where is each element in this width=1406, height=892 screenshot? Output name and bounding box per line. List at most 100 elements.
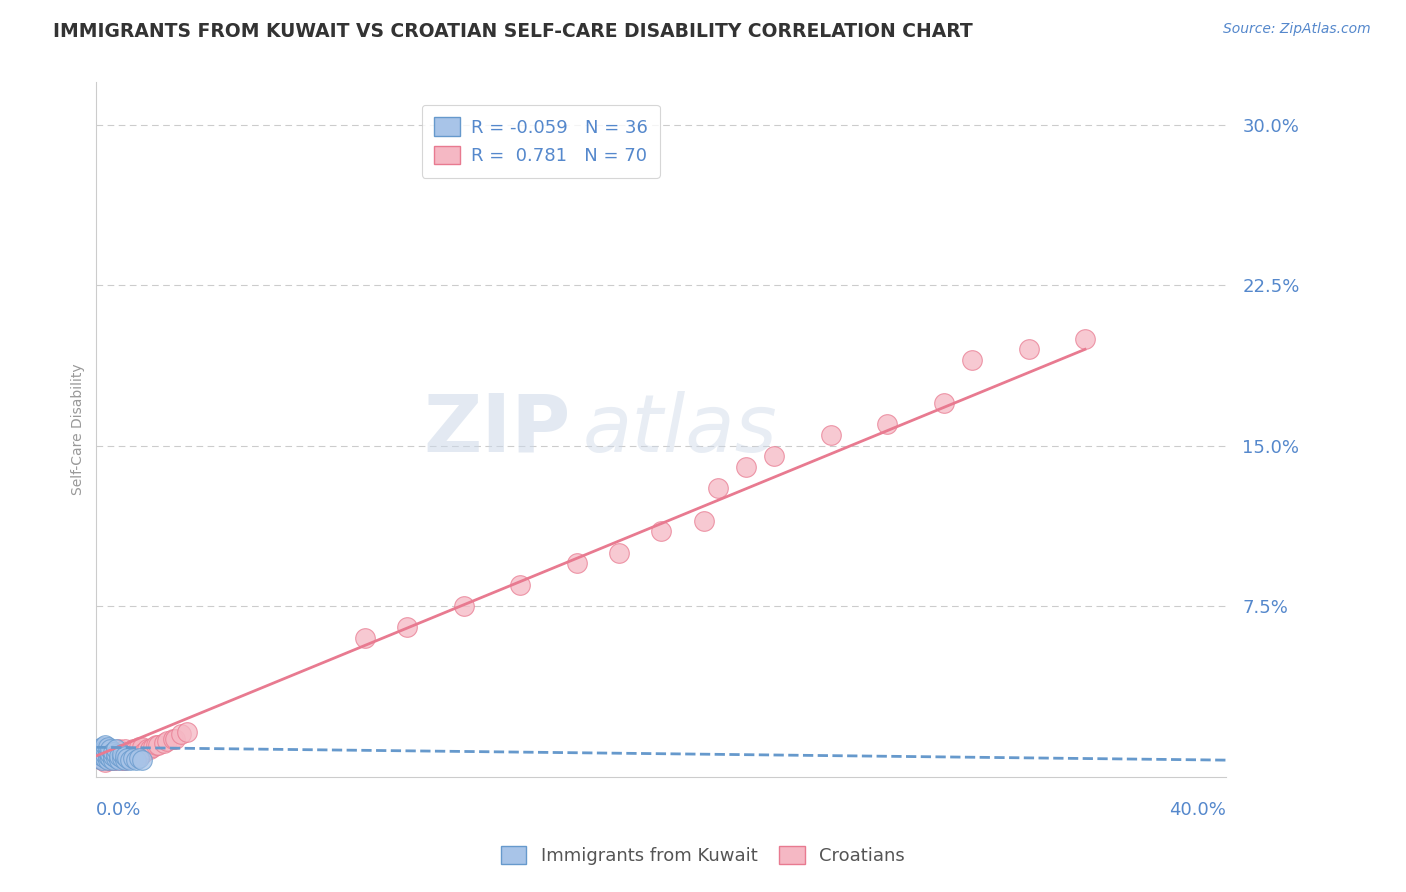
Point	[128, 740, 150, 755]
Point	[94, 742, 117, 756]
Point	[94, 738, 117, 752]
Point	[97, 748, 120, 763]
Point	[509, 577, 531, 591]
Point	[128, 748, 150, 763]
Point	[97, 753, 120, 767]
Point	[111, 748, 134, 763]
Point	[170, 727, 193, 741]
Point	[100, 753, 122, 767]
Point	[108, 747, 131, 761]
Point	[100, 751, 122, 765]
Point	[120, 745, 142, 759]
Point	[125, 748, 148, 763]
Point	[932, 396, 955, 410]
Point	[128, 751, 150, 765]
Point	[165, 731, 187, 746]
Point	[105, 751, 128, 765]
Point	[131, 740, 153, 755]
Point	[94, 747, 117, 761]
Point	[120, 751, 142, 765]
Point	[353, 631, 375, 645]
Point	[111, 753, 134, 767]
Point	[114, 748, 136, 763]
Text: ZIP: ZIP	[423, 391, 571, 468]
Point	[91, 745, 114, 759]
Point	[139, 742, 162, 756]
Point	[94, 751, 117, 765]
Point	[156, 734, 179, 748]
Text: Source: ZipAtlas.com: Source: ZipAtlas.com	[1223, 22, 1371, 37]
Point	[125, 742, 148, 756]
Point	[103, 745, 125, 759]
Point	[103, 748, 125, 763]
Point	[94, 747, 117, 761]
Point	[100, 742, 122, 756]
Point	[97, 748, 120, 763]
Point	[122, 751, 145, 765]
Point	[396, 620, 419, 634]
Point	[103, 753, 125, 767]
Point	[707, 482, 730, 496]
Point	[91, 745, 114, 759]
Point	[114, 747, 136, 761]
Point	[820, 428, 842, 442]
Point	[94, 756, 117, 770]
Text: 0.0%: 0.0%	[97, 802, 142, 820]
Point	[111, 745, 134, 759]
Point	[142, 740, 165, 755]
Point	[650, 524, 672, 539]
Point	[117, 751, 139, 765]
Point	[145, 738, 167, 752]
Text: atlas: atlas	[582, 391, 778, 468]
Point	[105, 745, 128, 759]
Point	[876, 417, 898, 432]
Point	[148, 738, 170, 752]
Point	[89, 742, 111, 756]
Point	[122, 742, 145, 756]
Legend: R = -0.059   N = 36, R =  0.781   N = 70: R = -0.059 N = 36, R = 0.781 N = 70	[422, 105, 659, 178]
Point	[960, 353, 983, 368]
Point	[89, 747, 111, 761]
Point	[91, 748, 114, 763]
Point	[763, 450, 786, 464]
Point	[97, 740, 120, 755]
Point	[565, 556, 588, 570]
Point	[108, 748, 131, 763]
Point	[735, 460, 758, 475]
Point	[91, 748, 114, 763]
Point	[105, 753, 128, 767]
Point	[91, 753, 114, 767]
Point	[108, 742, 131, 756]
Point	[117, 751, 139, 765]
Point	[114, 742, 136, 756]
Point	[117, 745, 139, 759]
Point	[607, 546, 630, 560]
Point	[1018, 343, 1040, 357]
Point	[153, 736, 176, 750]
Y-axis label: Self-Care Disability: Self-Care Disability	[72, 364, 86, 495]
Point	[108, 751, 131, 765]
Point	[162, 731, 184, 746]
Point	[100, 747, 122, 761]
Point	[1074, 332, 1097, 346]
Legend: Immigrants from Kuwait, Croatians: Immigrants from Kuwait, Croatians	[494, 838, 912, 872]
Point	[91, 753, 114, 767]
Point	[100, 745, 122, 759]
Point	[136, 742, 159, 756]
Point	[91, 740, 114, 755]
Point	[89, 747, 111, 761]
Point	[176, 725, 198, 739]
Text: IMMIGRANTS FROM KUWAIT VS CROATIAN SELF-CARE DISABILITY CORRELATION CHART: IMMIGRANTS FROM KUWAIT VS CROATIAN SELF-…	[53, 22, 973, 41]
Point	[108, 753, 131, 767]
Point	[103, 745, 125, 759]
Point	[103, 748, 125, 763]
Text: 40.0%: 40.0%	[1170, 802, 1226, 820]
Point	[100, 748, 122, 763]
Point	[105, 747, 128, 761]
Point	[134, 745, 156, 759]
Point	[122, 748, 145, 763]
Point	[89, 751, 111, 765]
Point	[97, 753, 120, 767]
Point	[114, 753, 136, 767]
Point	[125, 753, 148, 767]
